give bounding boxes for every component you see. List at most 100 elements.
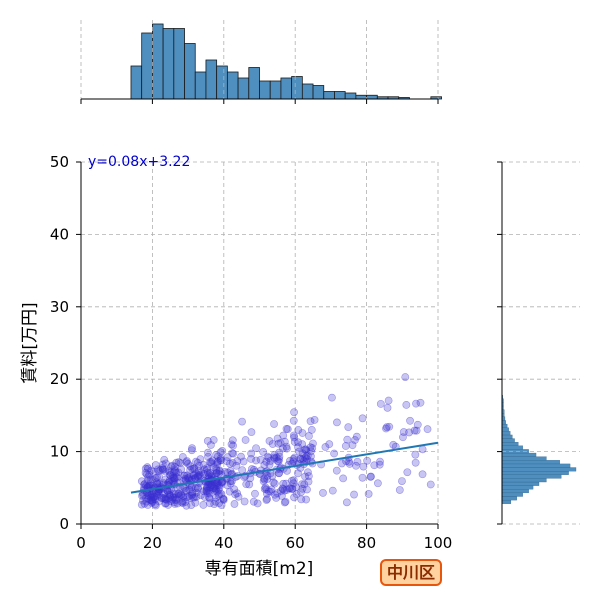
scatter-point: [166, 497, 175, 506]
scatter-point: [181, 498, 190, 506]
scatter-point: [395, 486, 404, 494]
scatter-point: [253, 499, 262, 508]
scatter-point: [228, 449, 237, 458]
histogram-bar: [334, 91, 346, 100]
scatter-point: [366, 472, 375, 481]
x-tick-label: 40: [214, 534, 233, 552]
scatter-point: [306, 443, 315, 452]
scatter-point: [145, 480, 154, 489]
scatter-point: [295, 447, 304, 456]
scatter-point: [303, 454, 311, 463]
scatter-point: [153, 491, 161, 500]
scatter-point: [142, 470, 151, 479]
scatter-point: [411, 458, 420, 467]
scatter-point: [359, 462, 368, 471]
scatter-point: [269, 478, 278, 487]
scatter-point: [226, 467, 235, 475]
scatter-point: [272, 453, 281, 462]
histogram-bar: [501, 467, 577, 472]
histogram-bar: [323, 91, 335, 100]
scatter-point: [178, 497, 187, 506]
histogram-bar: [194, 71, 207, 100]
scatter-point: [288, 484, 297, 493]
scatter-point: [147, 493, 155, 502]
scatter-point: [146, 475, 155, 484]
scatter-point: [282, 479, 291, 488]
scatter-point: [203, 489, 212, 497]
scatter-point: [177, 465, 186, 474]
scatter-point: [259, 448, 268, 456]
scatter-point: [298, 440, 307, 449]
regression-equation: y=0.08x+3.22: [88, 154, 190, 170]
scatter-point: [217, 456, 225, 465]
scatter-point: [155, 472, 164, 481]
scatter-point: [147, 490, 156, 498]
scatter-point: [169, 490, 178, 498]
scatter-point: [263, 452, 272, 461]
scatter-point: [274, 457, 283, 466]
scatter-point: [237, 452, 245, 461]
scatter-point: [197, 468, 205, 477]
scatter-point: [289, 416, 298, 425]
scatter-point: [288, 485, 296, 493]
scatter-point: [262, 485, 271, 494]
scatter-point: [149, 467, 158, 476]
scatter-point: [246, 474, 255, 483]
scatter-point: [192, 469, 200, 478]
scatter-point: [183, 474, 192, 482]
scatter-point: [280, 437, 289, 446]
scatter-point: [156, 466, 165, 474]
scatter-point: [219, 495, 228, 504]
scatter-point: [205, 494, 214, 503]
x-tick-label: 0: [76, 534, 86, 552]
scatter-point: [212, 451, 220, 459]
scatter-point: [209, 484, 218, 492]
scatter-point: [158, 465, 167, 474]
scatter-point: [215, 467, 224, 476]
scatter-point: [184, 459, 192, 468]
scatter-point: [158, 464, 167, 472]
scatter-point: [238, 417, 246, 426]
scatter-point: [215, 481, 223, 490]
scatter-point: [225, 487, 234, 496]
histogram-bar: [162, 28, 175, 100]
scatter-point: [175, 491, 184, 500]
scatter-point: [266, 457, 275, 465]
scatter-point: [384, 396, 393, 405]
scatter-point: [283, 486, 291, 494]
scatter-point: [264, 487, 273, 496]
histogram-bar: [501, 438, 515, 443]
scatter-point: [170, 500, 179, 508]
scatter-point: [172, 472, 181, 481]
scatter-point: [300, 480, 309, 489]
histogram-bar: [344, 92, 357, 100]
scatter-point: [160, 489, 169, 498]
scatter-point: [142, 497, 151, 506]
scatter-point: [142, 494, 150, 503]
scatter-point: [367, 472, 375, 481]
scatter-point: [382, 424, 390, 433]
scatter-point: [182, 457, 191, 465]
scatter-point: [273, 457, 282, 465]
scatter-point: [179, 493, 187, 502]
scatter-point: [204, 452, 212, 461]
scatter-point: [304, 472, 313, 481]
scatter-point: [376, 399, 385, 408]
scatter-point: [178, 498, 186, 507]
scatter-point: [358, 414, 367, 423]
scatter-point: [193, 483, 202, 492]
scatter-point: [191, 484, 200, 492]
scatter-point: [185, 473, 194, 482]
scatter-point: [276, 439, 285, 447]
scatter-point: [151, 474, 160, 483]
scatter-point: [193, 458, 202, 467]
scatter-point: [358, 473, 367, 482]
scatter-point: [289, 454, 298, 463]
scatter-point: [406, 416, 414, 425]
scatter-point: [154, 467, 163, 476]
scatter-point: [150, 492, 159, 501]
scatter-point: [215, 499, 224, 508]
scatter-point: [168, 476, 177, 485]
scatter-point: [301, 472, 309, 481]
scatter-point: [273, 489, 282, 498]
